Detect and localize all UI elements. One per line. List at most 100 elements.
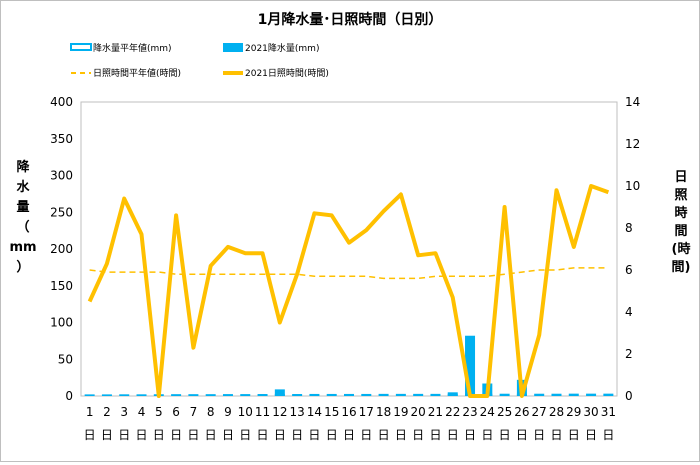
x-tick-label: 12 [272, 405, 287, 419]
right-axis-label-char: (時 [672, 241, 691, 257]
precip_normal-bar [119, 394, 130, 396]
right-tick-label: 14 [625, 95, 640, 109]
x-tick-label: 19 [393, 405, 408, 419]
x-tick-label: 13 [289, 405, 304, 419]
precip_normal-bar [326, 393, 337, 396]
left-axis-label-char: mm [9, 240, 36, 255]
right-axis-label-char: 間) [672, 260, 691, 275]
x-tick-suffix: 日 [118, 428, 130, 442]
x-tick-suffix: 日 [533, 428, 545, 442]
x-tick-label: 31 [601, 405, 616, 419]
left-axis-label-char: （ [16, 219, 29, 235]
x-tick-label: 28 [549, 405, 564, 419]
x-tick-label: 23 [462, 405, 477, 419]
precip_normal-bar [499, 393, 510, 396]
x-tick-label: 15 [324, 405, 339, 419]
left-tick-label: 400 [50, 95, 73, 109]
x-tick-suffix: 日 [464, 428, 476, 442]
left-tick-label: 350 [50, 132, 73, 146]
x-tick-label: 30 [583, 405, 598, 419]
left-tick-label: 250 [50, 205, 73, 219]
left-axis-label-char: 量 [16, 200, 29, 215]
x-tick-suffix: 日 [153, 428, 165, 442]
x-tick-label: 11 [255, 405, 270, 419]
left-tick-label: 100 [50, 316, 73, 330]
precip_normal-bar [395, 393, 406, 396]
right-tick-label: 0 [625, 389, 633, 403]
x-tick-label: 17 [359, 405, 374, 419]
x-tick-label: 7 [190, 405, 198, 419]
x-tick-suffix: 日 [308, 428, 320, 442]
x-tick-label: 22 [445, 405, 460, 419]
x-tick-suffix: 日 [343, 428, 355, 442]
right-axis-label-char: 照 [674, 188, 687, 203]
precip_normal-bar [292, 394, 303, 396]
precip_normal-bar [344, 393, 354, 396]
legend-label-precip-normal: 降水量平年値(mm) [93, 42, 172, 54]
right-axis-ticks: 0 2 4 6 8 10 12 14 [625, 95, 640, 403]
legend-label-sun-normal: 日照時間平年値(時間) [93, 67, 181, 79]
right-tick-label: 4 [625, 305, 633, 319]
precip_normal-bar [101, 394, 112, 396]
precip_normal-bar [188, 394, 199, 396]
precip_normal-bar [534, 393, 545, 396]
precip_normal-bar [430, 393, 441, 396]
x-tick-label: 18 [376, 405, 391, 419]
x-tick-suffix: 日 [101, 428, 113, 442]
x-tick-suffix: 日 [136, 428, 148, 442]
precip_2021-bar [465, 335, 476, 396]
x-tick-label: 8 [207, 405, 215, 419]
precip_normal-bar [603, 393, 614, 396]
precip_normal-bar [205, 394, 216, 396]
precip_normal-bar [257, 394, 268, 396]
x-tick-suffix: 日 [274, 428, 286, 442]
precip_normal-bar [84, 394, 95, 396]
x-tick-label: 6 [172, 405, 180, 419]
x-tick-label: 5 [155, 405, 163, 419]
precip_normal-bar [551, 393, 562, 396]
left-tick-label: 300 [50, 169, 73, 183]
left-tick-label: 200 [50, 242, 73, 256]
left-axis-ticks: 0 50 100 150 200 250 300 350 400 [50, 95, 73, 403]
legend-item-precip-2021: 2021降水量(mm) [223, 42, 319, 54]
legend-item-precip-normal: 降水量平年値(mm) [70, 42, 172, 54]
x-tick-suffix: 日 [170, 428, 182, 442]
right-axis-label: 日照時間 (時間) [672, 170, 691, 275]
x-tick-suffix: 日 [291, 428, 303, 442]
left-axis-label-char: 降 [16, 159, 30, 175]
right-axis-label-char: 日 [674, 170, 687, 185]
x-tick-label: 21 [428, 405, 443, 419]
x-axis-ticks: 1日2日3日4日5日6日7日8日9日10日11日12日13日14日15日16日1… [84, 405, 616, 442]
legend-label-precip-2021: 2021降水量(mm) [245, 42, 319, 54]
x-tick-suffix: 日 [360, 428, 372, 442]
x-tick-suffix: 日 [516, 428, 528, 442]
legend: 降水量平年値(mm) 2021降水量(mm) 日照時間平年値(時間) 2021日… [70, 42, 329, 79]
x-tick-suffix: 日 [395, 428, 407, 442]
line-marks [87, 184, 610, 398]
x-tick-suffix: 日 [257, 428, 269, 442]
x-tick-label: 20 [411, 405, 426, 419]
precip_normal-bar [171, 394, 182, 396]
right-axis-label-char: 間 [674, 224, 687, 239]
right-tick-label: 2 [625, 347, 633, 361]
x-tick-label: 14 [307, 405, 322, 419]
x-tick-label: 29 [566, 405, 581, 419]
x-tick-suffix: 日 [550, 428, 562, 442]
precip_normal-bar [586, 393, 597, 396]
x-tick-label: 2 [103, 405, 111, 419]
x-tick-label: 4 [138, 405, 146, 419]
x-tick-label: 3 [120, 405, 128, 419]
x-tick-suffix: 日 [187, 428, 199, 442]
sun_2021-line [87, 184, 610, 398]
x-tick-suffix: 日 [447, 428, 459, 442]
precip_2021-bar [447, 392, 458, 396]
plot-area [80, 101, 618, 397]
x-tick-label: 26 [514, 405, 529, 419]
precip_normal-bar [222, 394, 233, 396]
left-tick-label: 150 [50, 279, 73, 293]
x-tick-label: 1 [86, 405, 94, 419]
x-tick-label: 24 [480, 405, 495, 419]
legend-item-sun-2021: 2021日照時間(時間) [223, 68, 329, 79]
chart-title: 1月降水量･日照時間（日別） [258, 11, 443, 28]
